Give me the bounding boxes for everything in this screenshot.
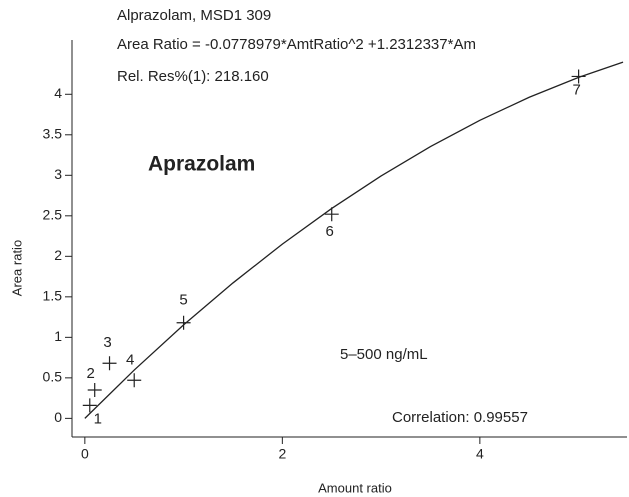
y-tick-label: 3 <box>54 166 62 182</box>
correlation: Correlation: 0.99557 <box>392 409 528 426</box>
y-tick-label: 1.5 <box>43 288 63 304</box>
y-tick-label: 0 <box>54 409 62 425</box>
y-tick-label: 3.5 <box>43 125 63 141</box>
x-tick-label: 2 <box>278 446 286 462</box>
residual: Rel. Res%(1): 218.160 <box>117 68 269 85</box>
y-tick-label: 2.5 <box>43 207 63 223</box>
data-point <box>127 373 142 388</box>
point-label: 2 <box>87 365 95 382</box>
point-label: 1 <box>94 410 102 427</box>
x-tick-label: 4 <box>476 446 484 462</box>
point-label: 3 <box>103 334 111 351</box>
point-label: 6 <box>326 223 334 240</box>
y-axis-label: Area ratio <box>9 240 24 296</box>
point-label: 5 <box>179 292 187 309</box>
x-tick-label: 0 <box>81 446 89 462</box>
equation: Area Ratio = -0.0778979*AmtRatio^2 +1.23… <box>117 36 476 53</box>
y-tick-label: 1 <box>54 328 62 344</box>
data-point <box>82 398 97 413</box>
y-tick-label: 2 <box>54 247 62 263</box>
x-axis-label: Amount ratio <box>318 480 392 495</box>
range-note: 5–500 ng/mL <box>340 346 428 363</box>
point-label: 7 <box>572 81 580 98</box>
y-tick-label: 4 <box>54 85 62 101</box>
y-tick-label: 0.5 <box>43 369 63 385</box>
data-point <box>176 315 191 330</box>
data-point <box>87 383 102 398</box>
point-label: 4 <box>126 351 134 368</box>
data-point <box>102 356 117 371</box>
fit-curve <box>84 61 624 419</box>
data-point <box>324 207 339 222</box>
chart-title: Alprazolam, MSD1 309 <box>117 7 271 24</box>
compound: Aprazolam <box>148 153 255 176</box>
data-point <box>571 69 586 84</box>
